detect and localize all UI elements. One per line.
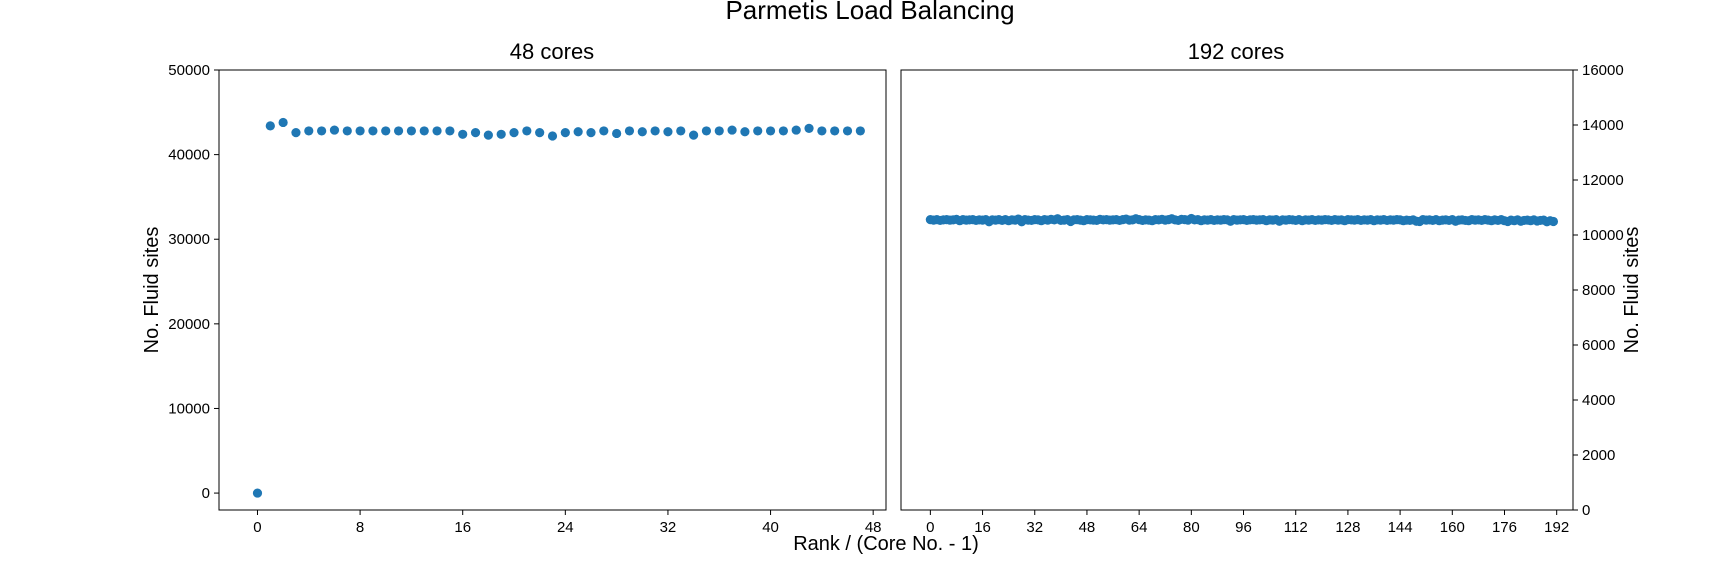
x-tick-label: 16 <box>454 519 471 536</box>
data-point <box>765 126 776 136</box>
panel-title-192-cores: 192 cores <box>1188 39 1285 64</box>
data-point <box>496 129 506 139</box>
data-point <box>445 126 455 136</box>
x-tick-label: 176 <box>1492 519 1517 536</box>
y-tick-label: 30000 <box>168 231 210 248</box>
y-tick-label: 4000 <box>1582 392 1615 409</box>
data-point <box>419 126 429 136</box>
y-tick-label: 12000 <box>1582 172 1624 189</box>
panel-192-frame <box>900 69 1574 511</box>
chart-panel-192-cores: 192 cores No. Fluid sites 0 16 32 48 64 80 96 1… <box>900 39 1643 536</box>
data-point <box>547 131 558 141</box>
x-tick-label: 24 <box>557 519 574 536</box>
panel-48-marks: 0 8 16 24 32 40 48 0 10000 20000 30000 40000 50000 <box>168 62 881 536</box>
data-point <box>753 126 763 136</box>
data-point <box>1548 216 1559 227</box>
data-point <box>663 127 673 137</box>
data-point <box>727 125 737 135</box>
x-tick-label: 64 <box>1131 519 1148 536</box>
y-tick-label: 20000 <box>168 316 210 333</box>
data-point <box>381 126 391 136</box>
x-tick-label: 192 <box>1544 519 1569 536</box>
data-point <box>650 126 660 136</box>
x-tick-label: 128 <box>1335 519 1360 536</box>
data-point <box>329 125 340 135</box>
data-point <box>817 126 827 136</box>
data-point <box>676 126 686 136</box>
y-tick-label: 16000 <box>1582 62 1624 79</box>
x-tick-label: 0 <box>926 519 934 536</box>
data-point <box>791 125 801 135</box>
data-point <box>265 121 275 131</box>
x-tick-label: 32 <box>1026 519 1043 536</box>
data-point <box>509 128 519 138</box>
data-point <box>599 126 609 136</box>
data-point <box>804 123 814 133</box>
data-point <box>612 128 622 139</box>
figure-title: Parmetis Load Balancing <box>725 0 1014 25</box>
y-tick-label: 0 <box>202 485 210 502</box>
data-point <box>458 129 468 139</box>
data-point <box>855 126 865 136</box>
chart-panel-48-cores: 48 cores No. Fluid sites 0 8 16 24 32 40 48 0 10… <box>141 39 887 536</box>
data-point <box>522 126 532 136</box>
data-point <box>624 126 635 136</box>
data-point <box>393 126 404 136</box>
data-point <box>535 128 545 138</box>
x-tick-label: 80 <box>1183 519 1200 536</box>
x-tick-label: 40 <box>762 519 779 536</box>
data-point <box>586 128 596 138</box>
y-tick-label: 40000 <box>168 147 210 164</box>
data-point <box>714 126 724 136</box>
panel-title-48-cores: 48 cores <box>510 39 594 64</box>
y-tick-label: 6000 <box>1582 337 1615 354</box>
data-point <box>470 128 481 138</box>
data-point <box>432 126 442 136</box>
data-point <box>483 130 493 140</box>
x-tick-label: 0 <box>253 519 261 536</box>
y-tick-label: 8000 <box>1582 282 1615 299</box>
x-tick-label: 8 <box>356 519 364 536</box>
y-tick-label: 0 <box>1582 502 1590 519</box>
data-point <box>304 126 314 136</box>
x-tick-label: 16 <box>974 519 991 536</box>
data-point <box>252 488 263 498</box>
y-tick-label: 10000 <box>1582 227 1624 244</box>
data-point <box>291 128 301 138</box>
y-axis-label-left: No. Fluid sites <box>141 227 163 354</box>
data-point <box>842 126 853 136</box>
data-point <box>368 126 378 136</box>
data-point <box>688 130 699 140</box>
data-point <box>740 127 750 137</box>
y-axis-label-right: No. Fluid sites <box>1621 227 1643 354</box>
x-tick-label: 144 <box>1388 519 1413 536</box>
y-tick-label: 50000 <box>168 62 210 79</box>
x-tick-label: 32 <box>660 519 677 536</box>
y-tick-label: 10000 <box>168 400 210 417</box>
x-tick-label: 48 <box>865 519 882 536</box>
data-point <box>560 128 570 138</box>
data-point <box>637 127 647 137</box>
figure-x-axis-label: Rank / (Core No. - 1) <box>793 533 979 555</box>
x-tick-label: 96 <box>1235 519 1252 536</box>
x-tick-label: 160 <box>1440 519 1465 536</box>
data-point <box>778 126 788 136</box>
data-point <box>701 126 712 136</box>
data-point <box>317 126 327 136</box>
y-tick-label: 14000 <box>1582 117 1624 134</box>
data-point <box>342 126 352 136</box>
data-point <box>830 126 840 136</box>
data-point <box>355 126 365 136</box>
panel-192-marks: 0 16 32 48 64 80 96 112 128 144 160 176 192 0 2000 4000… <box>925 62 1624 536</box>
data-point <box>278 117 288 128</box>
panel-48-frame <box>218 69 887 511</box>
y-tick-label: 2000 <box>1582 447 1615 464</box>
x-tick-label: 48 <box>1079 519 1096 536</box>
data-point <box>573 127 583 137</box>
x-tick-label: 112 <box>1284 519 1308 536</box>
data-point <box>406 126 417 136</box>
